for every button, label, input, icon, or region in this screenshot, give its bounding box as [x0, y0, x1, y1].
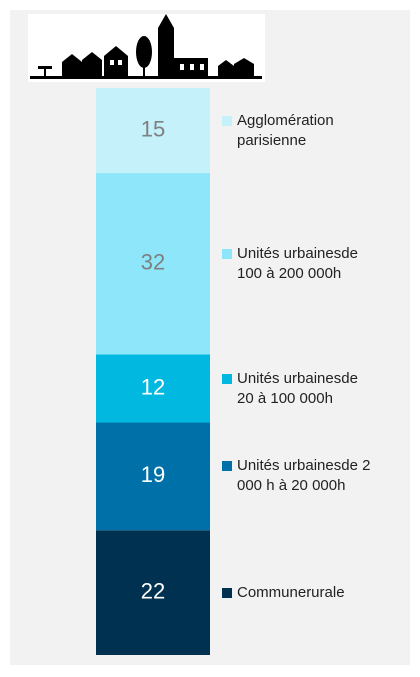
legend-label: Agglomération parisienne	[237, 111, 334, 149]
data-label: 19	[141, 462, 165, 487]
legend-item: Unités urbainesde 100 à 200 000h	[222, 244, 377, 284]
legend-swatch	[222, 115, 232, 126]
legend-swatch	[222, 587, 232, 598]
bar-segment	[96, 530, 210, 655]
village-icon	[28, 14, 265, 82]
data-label: 12	[141, 374, 165, 399]
data-label: 32	[141, 250, 165, 275]
bar-segment	[96, 88, 210, 174]
legend-swatch	[222, 373, 232, 384]
data-label: 15	[141, 116, 165, 141]
bar-segment	[96, 354, 210, 423]
legend-label: Unités urbainesde 2 000 h à 20 000h	[237, 457, 371, 495]
legend-label: Unités urbainesde 100 à 200 000h	[237, 244, 358, 282]
bar-segment	[96, 173, 210, 355]
legend-item: Unités urbainesde 2 000 h à 20 000h	[222, 456, 377, 496]
legend-swatch	[222, 248, 232, 259]
legend-label: Unités urbainesde 20 à 100 000h	[237, 369, 358, 407]
legend-item: Unités urbainesde 20 à 100 000h	[222, 369, 377, 409]
legend-item: Agglomération parisienne	[222, 111, 377, 151]
legend-item: Communerurale	[222, 583, 377, 603]
bar-segment	[96, 422, 210, 531]
legend-swatch	[222, 461, 232, 472]
data-label: 22	[141, 578, 165, 603]
legend-label: Communerurale	[237, 583, 345, 601]
